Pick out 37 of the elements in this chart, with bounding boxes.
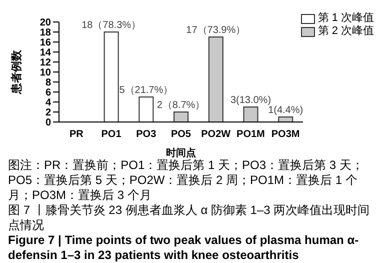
y-tick-label: 16 <box>40 38 52 49</box>
y-tick-label: 8 <box>45 78 52 89</box>
y-tick-label: 0 <box>45 118 52 129</box>
y-tick-label: 20 <box>40 18 52 29</box>
y-tick-label: 18 <box>40 28 52 39</box>
data-label: 17（73.9%） <box>186 25 246 36</box>
data-label: 18（78.3%） <box>82 20 142 31</box>
y-axis-title: 患者例数 <box>10 49 23 95</box>
bar <box>243 106 258 122</box>
x-tick-label: PO3M <box>271 129 300 140</box>
x-tick-label: PR <box>69 129 84 140</box>
x-tick-label: PO1 <box>101 129 122 140</box>
bar <box>138 96 154 122</box>
y-tick-label: 12 <box>40 58 52 69</box>
y-tick-label: 6 <box>45 88 52 99</box>
x-tick-label: PO2W <box>201 129 232 140</box>
y-tick-label: 10 <box>40 68 52 79</box>
bar <box>174 112 189 122</box>
bar <box>278 116 294 122</box>
data-label: 5（21.7%） <box>119 85 174 96</box>
legend-label: 第 2 次峰值 <box>318 25 374 38</box>
text: 图注：PR：置换前；PO1：置换后第 1 天；PO3：置换后第 3 天；PO5：置换后第 5 天；PO2W：置换后 2 周；PO1M：置换后 1 个月；PO3M：置换后 3 个月 <box>8 158 364 203</box>
x-tick-label: PO3 <box>136 129 157 140</box>
text: 图 7 丨膝骨关节炎 23 例患者血浆人 α 防御素 1–3 两次峰值出现时间点情况 <box>8 203 371 233</box>
data-label: 1(4.4%) <box>268 105 304 116</box>
bar <box>208 36 224 122</box>
bar <box>104 32 119 122</box>
y-tick-label: 4 <box>45 98 52 109</box>
y-tick-label: 14 <box>40 48 52 59</box>
legend-label: 第 1 次峰值 <box>318 12 374 25</box>
text: Figure 7 | Time points of two peak values of plasma human α-defensin 1–3 in 23 patients with knee osteoarthritis <box>8 233 360 263</box>
x-tick-label: PO1M <box>236 129 265 140</box>
y-tick-label: 2 <box>45 108 52 119</box>
x-axis-title: 时间点 <box>166 147 196 159</box>
x-tick-label: PO5 <box>170 129 192 140</box>
data-label: 3(13.0%) <box>230 95 272 106</box>
data-label: 2（8.7%） <box>156 100 206 111</box>
